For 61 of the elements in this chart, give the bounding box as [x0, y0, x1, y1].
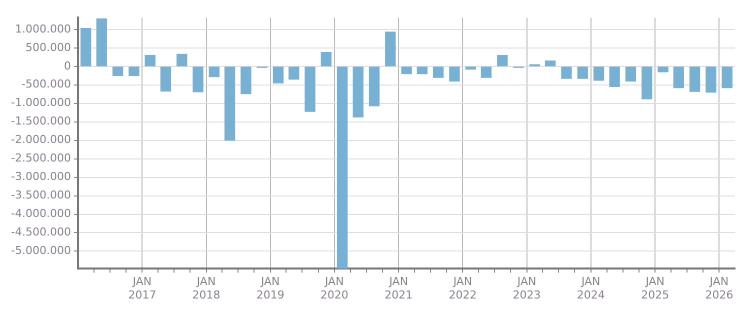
bar: [642, 66, 652, 100]
bar: [80, 28, 92, 66]
y-tick-label: 1.000.000: [14, 22, 71, 36]
bar: [112, 66, 124, 76]
y-tick-label: -1.000.000: [11, 96, 71, 110]
bar: [96, 18, 107, 66]
x-tick-label: JAN 2025: [641, 275, 670, 302]
y-tick-label: -4.000.000: [11, 207, 71, 220]
bar: [465, 66, 476, 70]
x-tick-label: JAN 2023: [512, 275, 541, 302]
y-tick-label: -2.000.000: [11, 133, 71, 146]
bar: [272, 66, 284, 84]
x-tick-label: JAN 2018: [192, 275, 220, 302]
y-tick-label: -5.000.000: [11, 244, 71, 258]
y-tick-label: -1.500.000: [11, 114, 71, 128]
bar: [433, 66, 444, 78]
bar: [497, 54, 508, 66]
bar: [609, 66, 620, 88]
y-tick-label: -2.500.000: [11, 152, 71, 165]
bar: [352, 66, 364, 118]
bar: [208, 66, 220, 78]
bar: [160, 66, 172, 92]
bar: [320, 52, 332, 66]
x-tick-label: JAN 2024: [576, 275, 605, 302]
x-tick-label: JAN 2021: [384, 275, 413, 302]
y-tick-label: 0: [64, 59, 71, 72]
bar: [385, 32, 396, 66]
bar: [480, 66, 492, 78]
bar: [192, 66, 204, 92]
bar: [706, 66, 716, 93]
bar: [240, 66, 252, 94]
bar: [336, 66, 348, 269]
bar: [722, 66, 732, 88]
x-tick-label: JAN 2026: [705, 275, 734, 302]
bar: [545, 60, 556, 66]
x-tick-label: JAN 2020: [320, 275, 348, 302]
bar: [449, 66, 460, 82]
bar: [689, 66, 700, 92]
bar: [658, 66, 668, 72]
bar: [593, 66, 604, 81]
y-tick-label: 500.000: [25, 40, 71, 54]
bar: [673, 66, 684, 88]
bar: [176, 54, 188, 66]
bar: [128, 66, 140, 76]
bar: [401, 66, 412, 74]
y-tick-label: -4.500.000: [11, 226, 71, 239]
bar: [288, 66, 300, 80]
y-tick-label: -3.500.000: [11, 188, 71, 202]
bar: [368, 66, 380, 106]
x-tick-label: JAN 2022: [448, 275, 477, 302]
bar: [224, 66, 236, 141]
bar: [577, 66, 588, 79]
bar: [144, 54, 156, 66]
bar: [561, 66, 572, 79]
bar: [304, 66, 316, 112]
y-tick-label: -3.000.000: [11, 170, 71, 184]
x-tick-label: JAN 2019: [256, 275, 284, 302]
bar: [416, 66, 428, 74]
x-tick-label: JAN 2017: [128, 275, 156, 302]
bar: [625, 66, 636, 82]
y-tick-label: -500.000: [21, 78, 71, 91]
